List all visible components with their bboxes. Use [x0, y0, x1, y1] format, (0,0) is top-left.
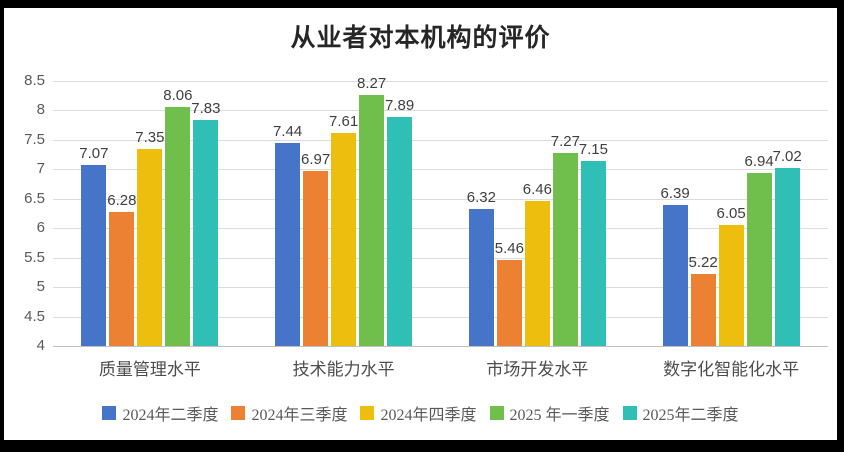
- bar-2024年三季度-市场开发水平: [496, 260, 522, 346]
- bar-2024年四季度-市场开发水平: [524, 201, 550, 346]
- x-axis-category-label: 市场开发水平: [486, 360, 589, 379]
- y-axis-tick-label: 6.5: [24, 189, 45, 207]
- bar-value-label: 7.89: [385, 96, 415, 114]
- y-axis-tick-label: 4.5: [24, 307, 45, 325]
- bar-2025 年一季度-数字化智能化水平: [746, 172, 772, 346]
- bar-2024年二季度-市场开发水平: [468, 209, 494, 346]
- bar-2025 年一季度-质量管理水平: [165, 106, 191, 346]
- x-axis-category-label: 数字化智能化水平: [663, 360, 800, 379]
- bar-2025 年一季度-市场开发水平: [552, 153, 578, 346]
- y-axis-tick-label: 4: [36, 337, 45, 354]
- gridline: [53, 139, 828, 141]
- bar-value-label: 6.39: [660, 185, 690, 203]
- bar-2024年四季度-数字化智能化水平: [718, 225, 744, 346]
- bar-value-label: 7.07: [79, 145, 109, 163]
- gridline: [53, 316, 828, 318]
- legend-label: 2025 年一季度: [509, 407, 610, 424]
- bar-2025 年一季度-技术能力水平: [359, 94, 385, 346]
- bar-value-label: 8.06: [163, 86, 193, 104]
- bar-2025年二季度-数字化智能化水平: [774, 168, 800, 346]
- y-axis-tick-label: 8.5: [24, 72, 45, 89]
- chart-title: 从业者对本机构的评价: [290, 25, 551, 52]
- bar-value-label: 7.02: [772, 148, 802, 166]
- gridline: [53, 169, 828, 171]
- bar-2024年二季度-数字化智能化水平: [662, 205, 688, 346]
- bar-value-label: 6.97: [301, 151, 331, 169]
- legend-item: 2024年四季度: [360, 401, 477, 425]
- legend-item: 2024年二季度: [102, 401, 218, 425]
- bar-value-label: 5.22: [688, 254, 718, 272]
- bar-2024年三季度-质量管理水平: [109, 211, 135, 346]
- y-axis-tick-label: 8: [36, 101, 45, 119]
- gridline: [53, 110, 828, 112]
- gridline: [53, 346, 828, 347]
- bar-2025年二季度-技术能力水平: [387, 116, 413, 346]
- bar-2025年二季度-质量管理水平: [193, 120, 219, 346]
- bar-2024年三季度-数字化智能化水平: [690, 274, 716, 346]
- bar-value-label: 7.61: [329, 113, 359, 131]
- legend-label: 2025年二季度: [642, 407, 739, 424]
- legend-item: 2025 年一季度: [489, 401, 610, 425]
- x-axis-category-label: 技术能力水平: [292, 360, 395, 379]
- bar-value-label: 6.05: [716, 205, 746, 223]
- bar-2024年四季度-技术能力水平: [331, 133, 357, 346]
- plot-area: 4 4.5 5 5.5 6 6.5 7 7.5 8 8.5 7.07 6.28 7.35 8.06 7.83…: [24, 73, 828, 354]
- bar-value-label: 7.15: [578, 140, 608, 158]
- bar-2024年三季度-技术能力水平: [303, 171, 329, 346]
- chart-background: 从业者对本机构的评价 4 4.5 5 5.5 6 6.5 7 7.5 8 8.5 7.07 6.28 7…: [4, 8, 837, 440]
- bar-2024年二季度-质量管理水平: [81, 165, 107, 346]
- legend-swatch: [102, 406, 117, 420]
- bar-value-label: 7.35: [135, 128, 165, 146]
- y-axis-tick-label: 5.5: [24, 248, 45, 266]
- legend-label: 2024年三季度: [251, 407, 348, 424]
- legend-swatch: [231, 406, 246, 420]
- legend-swatch: [622, 406, 637, 420]
- bar-value-label: 7.27: [550, 133, 580, 151]
- y-axis-tick-label: 7.5: [24, 130, 45, 148]
- bar-2024年四季度-质量管理水平: [137, 148, 163, 346]
- legend-item: 2025年二季度: [622, 401, 739, 425]
- y-axis-tick-label: 7: [36, 160, 45, 178]
- gridline: [53, 198, 828, 200]
- gridline: [53, 257, 828, 259]
- bar-value-label: 7.44: [273, 123, 303, 141]
- bar-value-label: 6.94: [744, 152, 774, 170]
- bar-value-label: 6.46: [522, 181, 552, 199]
- gridline: [53, 287, 828, 289]
- bar-value-label: 8.27: [357, 74, 387, 92]
- x-axis-category-label: 质量管理水平: [98, 360, 201, 379]
- legend: 2024年二季度 2024年三季度 2024年四季度 2025 年一季度 2025年二季…: [4, 401, 837, 425]
- legend-swatch: [489, 406, 504, 420]
- y-axis-tick-label: 5: [36, 278, 45, 296]
- bar-value-label: 6.32: [466, 189, 496, 207]
- legend-swatch: [360, 406, 375, 420]
- legend-label: 2024年四季度: [380, 407, 477, 424]
- bar-value-label: 7.83: [191, 100, 221, 118]
- gridline: [53, 228, 828, 230]
- bar-2025年二季度-市场开发水平: [580, 160, 606, 346]
- bar-value-label: 5.46: [494, 240, 524, 258]
- bar-value-label: 6.28: [107, 191, 137, 209]
- legend-label: 2024年二季度: [122, 407, 219, 424]
- gridline: [53, 81, 828, 82]
- bar-2024年二季度-技术能力水平: [275, 143, 301, 346]
- y-axis-tick-label: 6: [36, 219, 45, 237]
- legend-item: 2024年三季度: [231, 401, 347, 425]
